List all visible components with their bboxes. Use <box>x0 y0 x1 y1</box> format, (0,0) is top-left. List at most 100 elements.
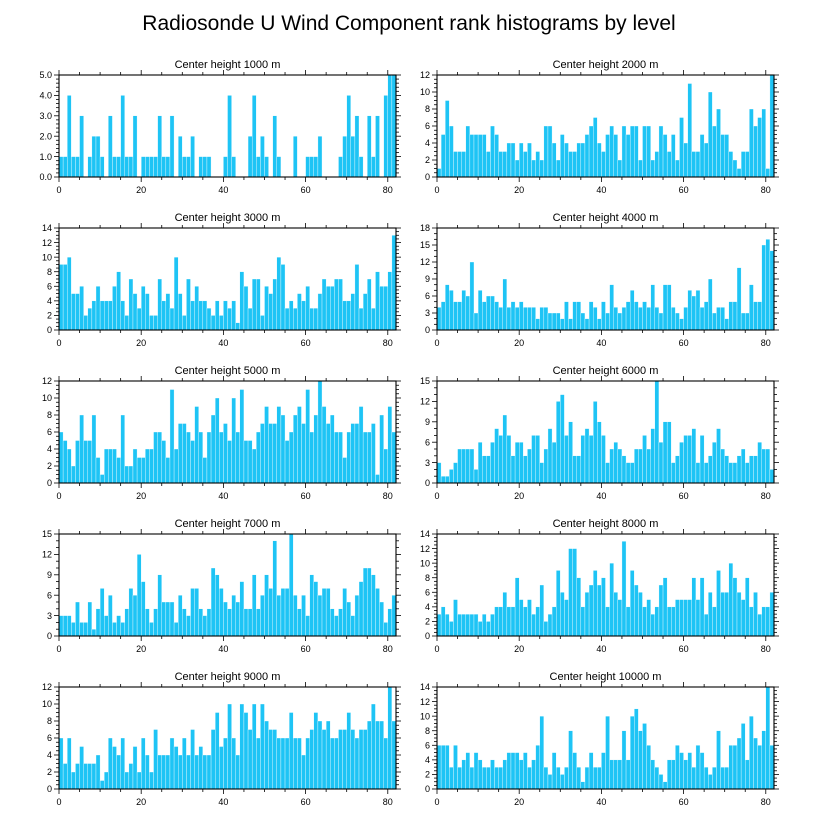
bar <box>658 125 664 178</box>
bar <box>629 715 635 790</box>
bar <box>95 608 101 637</box>
bar <box>634 708 639 790</box>
bar <box>650 284 655 331</box>
bar <box>769 74 775 178</box>
bar <box>391 720 397 790</box>
bar <box>482 134 487 178</box>
bar <box>519 142 524 178</box>
bar <box>683 435 688 484</box>
bar <box>297 608 302 637</box>
bar <box>457 301 462 331</box>
bar <box>112 286 117 331</box>
bar <box>91 763 97 790</box>
y-tick-label: 0 <box>425 631 430 641</box>
bar <box>235 601 241 637</box>
bar <box>605 134 610 178</box>
bar <box>580 142 586 178</box>
bar <box>461 151 466 178</box>
bar <box>543 125 549 178</box>
bar <box>588 125 594 178</box>
bar <box>523 455 528 484</box>
bar <box>375 271 380 331</box>
bar <box>202 300 208 331</box>
bar <box>584 592 590 637</box>
panel-title: Center height 3000 m <box>175 212 281 224</box>
bar <box>330 414 335 484</box>
bar <box>605 606 610 637</box>
bar <box>391 431 397 484</box>
bar <box>621 730 627 790</box>
bar <box>736 592 742 637</box>
bar <box>592 401 598 484</box>
bar <box>153 156 158 178</box>
bar <box>650 159 655 178</box>
bar <box>67 737 72 790</box>
bar <box>104 615 109 637</box>
bar <box>609 448 614 484</box>
bar <box>716 428 721 484</box>
bar <box>182 608 187 637</box>
bar <box>510 752 516 790</box>
bar <box>712 766 717 790</box>
bar <box>535 151 540 178</box>
bar <box>638 159 643 178</box>
x-tick-label: 0 <box>434 491 439 501</box>
y-tick-label: 9 <box>425 417 430 427</box>
bar <box>453 745 458 790</box>
bar <box>724 134 729 178</box>
bar <box>362 567 368 637</box>
bar <box>251 95 257 178</box>
bar <box>687 290 692 331</box>
bar <box>124 771 130 790</box>
bar <box>609 125 614 178</box>
bar <box>695 745 701 790</box>
bar <box>749 606 754 637</box>
bar <box>498 606 503 637</box>
bar <box>67 256 72 331</box>
bar <box>465 125 471 178</box>
bar <box>87 440 93 484</box>
bar <box>675 599 680 637</box>
bar <box>313 307 319 331</box>
bar <box>539 159 545 178</box>
y-tick-label: 3 <box>47 611 52 621</box>
bar <box>87 307 93 331</box>
y-tick-label: 6 <box>425 291 430 301</box>
bar <box>169 115 175 178</box>
bar <box>601 435 606 484</box>
bar <box>87 156 93 178</box>
x-tick-label: 40 <box>218 185 228 195</box>
bar <box>128 156 134 178</box>
bar-group <box>58 686 397 790</box>
bar <box>153 431 158 484</box>
bar <box>375 720 380 790</box>
bar <box>83 622 88 637</box>
bar <box>194 286 199 331</box>
bar <box>519 442 524 484</box>
bar <box>671 606 676 637</box>
bar <box>757 613 762 637</box>
y-tick-label: 12 <box>420 397 430 407</box>
bar <box>141 457 146 484</box>
bar <box>379 414 384 484</box>
bar <box>227 440 232 484</box>
bar <box>165 457 171 484</box>
bar <box>132 746 138 790</box>
bar <box>91 414 97 484</box>
bar-group <box>58 235 397 331</box>
bar <box>264 574 269 637</box>
bar <box>186 156 191 178</box>
bar <box>280 737 286 790</box>
bar <box>679 117 684 178</box>
y-tick-label: 8 <box>47 716 52 726</box>
bar <box>699 307 705 331</box>
bar <box>609 562 614 637</box>
bar <box>683 307 688 331</box>
y-tick-label: 15 <box>420 240 430 250</box>
bar <box>527 307 532 331</box>
y-tick-label: 12 <box>420 70 430 80</box>
bar <box>745 151 750 178</box>
bar <box>486 295 491 331</box>
bar <box>173 448 179 484</box>
tick-marks <box>432 376 779 488</box>
